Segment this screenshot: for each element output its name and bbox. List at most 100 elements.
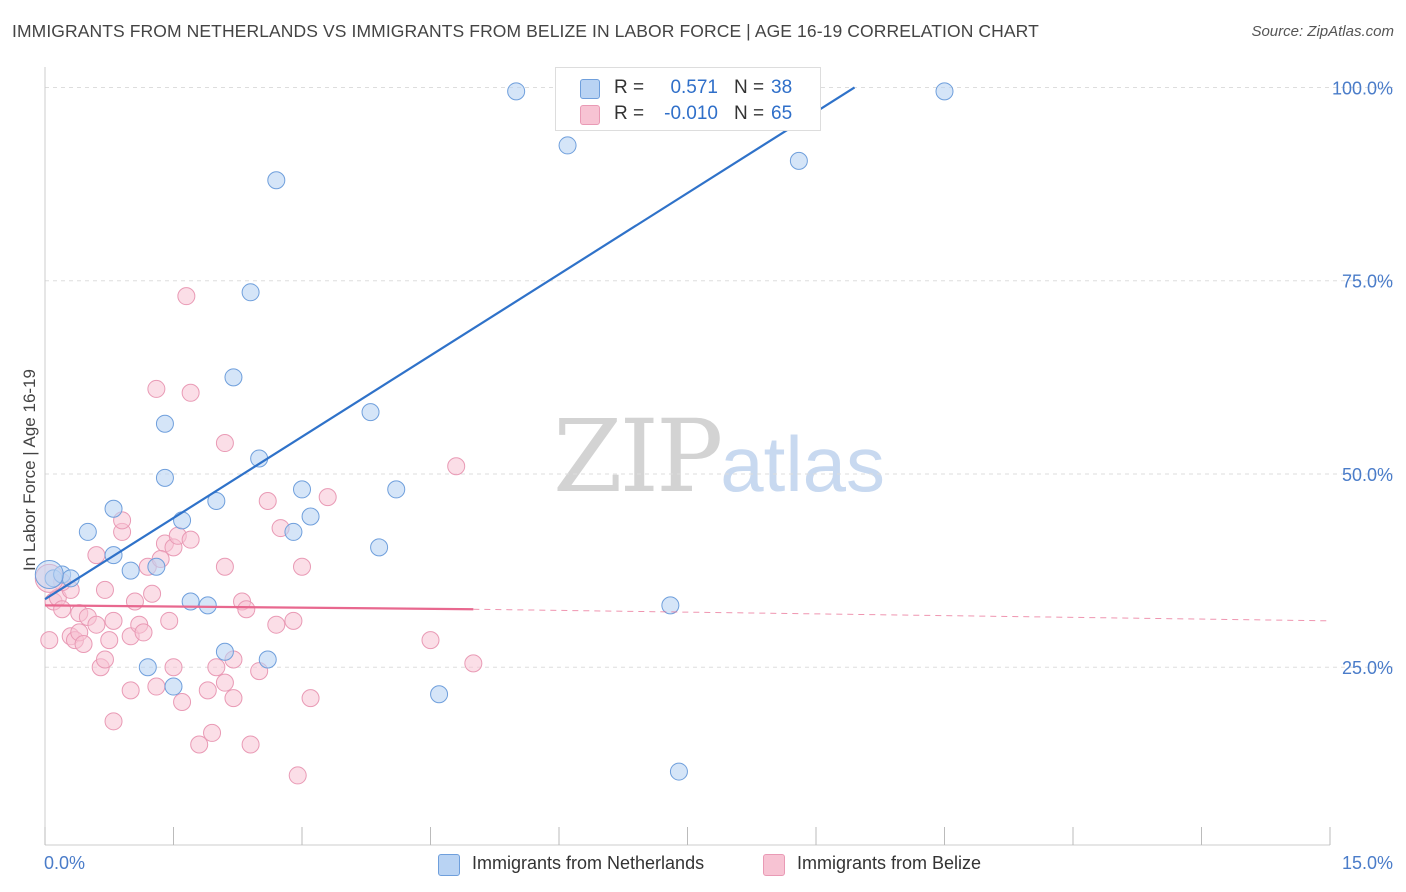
belize-point (447, 457, 466, 476)
belize-point (198, 681, 217, 700)
netherlands-point (361, 403, 380, 422)
belize-point (215, 557, 234, 576)
belize-point (207, 658, 226, 677)
belize-point (284, 611, 303, 630)
netherlands-point (104, 499, 123, 518)
belize-point (173, 692, 192, 711)
y-tick-label: 100.0% (1332, 78, 1393, 98)
belize-point (121, 681, 140, 700)
belize-point (203, 723, 222, 742)
netherlands-trendline (44, 86, 856, 601)
belize-point (147, 379, 166, 398)
legend-row-belize: R = -0.010 N = 65 (556, 101, 820, 127)
netherlands-point (155, 414, 174, 433)
belize-point (40, 631, 59, 650)
netherlands-point (558, 136, 577, 155)
belize-point (95, 580, 114, 599)
netherlands-point (507, 82, 526, 101)
netherlands-point (34, 559, 64, 589)
correlation-legend: R = 0.571 N = 38 R = -0.010 N = 65 (555, 67, 821, 131)
netherlands-point (78, 522, 97, 541)
y-tick-label: 75.0% (1342, 272, 1393, 292)
netherlands-point (198, 596, 217, 615)
netherlands-point (215, 642, 234, 661)
belize-point (301, 689, 320, 708)
netherlands-legend-swatch (438, 854, 460, 876)
watermark-atlas: atlas (720, 420, 886, 508)
belize-point (224, 689, 243, 708)
belize-point (125, 592, 144, 611)
netherlands-point (387, 480, 406, 499)
belize-point (241, 735, 260, 754)
belize-point (95, 650, 114, 669)
belize-point (267, 615, 286, 634)
netherlands-point (138, 658, 157, 677)
netherlands-point (284, 522, 303, 541)
grid-layer (45, 86, 1395, 668)
belize-trendline-extension (473, 608, 1331, 622)
r-value: -0.010 (664, 103, 718, 124)
netherlands-swatch (580, 79, 600, 99)
belize-point (87, 615, 106, 634)
netherlands-point (789, 151, 808, 170)
watermark-zip: ZIP (553, 398, 723, 515)
belize-point (293, 557, 311, 576)
trend-layer (44, 86, 1331, 622)
belize-point (104, 611, 123, 630)
netherlands-legend-label: Immigrants from Netherlands (472, 853, 705, 873)
chart-title: IMMIGRANTS FROM NETHERLANDS VS IMMIGRANT… (12, 21, 1039, 41)
x-tick-label-min: 0.0% (44, 853, 85, 873)
netherlands-point (267, 171, 286, 190)
r-label: R = (614, 77, 645, 98)
netherlands-point (370, 538, 389, 557)
belize-point (143, 584, 162, 603)
netherlands-point (173, 511, 192, 530)
netherlands-point (669, 762, 688, 781)
belize-legend-label: Immigrants from Belize (797, 853, 982, 873)
belize-point (237, 600, 256, 619)
belize-point (134, 623, 153, 642)
netherlands-point (935, 82, 954, 101)
belize-point (181, 383, 200, 402)
y-tick-label: 25.0% (1342, 658, 1393, 678)
label-layer: 25.0% 50.0% 75.0% 100.0% 0.0% 15.0% (44, 78, 1393, 873)
netherlands-point (121, 561, 140, 580)
belize-point (160, 611, 179, 630)
axis-layer (44, 67, 1331, 846)
belize-legend-swatch (763, 854, 785, 876)
zipatlas-watermark: ZIPatlas (553, 398, 885, 515)
n-value: 38 (771, 77, 793, 98)
netherlands-point (301, 507, 320, 526)
netherlands-point (207, 492, 226, 511)
netherlands-points (34, 82, 954, 781)
legend-row-netherlands: R = 0.571 N = 38 (556, 75, 820, 101)
belize-point (288, 766, 307, 785)
belize-point (258, 492, 277, 511)
n-label: N = (734, 103, 765, 124)
netherlands-point (241, 283, 260, 302)
netherlands-point (164, 677, 183, 696)
y-axis-label: In Labor Force | Age 16-19 (20, 369, 39, 571)
netherlands-point (293, 480, 311, 499)
belize-point (215, 673, 234, 692)
n-value: 65 (771, 103, 793, 124)
belize-point (100, 631, 119, 650)
belize-trendline (44, 604, 474, 611)
belize-point (215, 434, 234, 453)
belize-point (53, 600, 72, 619)
belize-point (164, 658, 183, 677)
netherlands-point (155, 468, 174, 487)
netherlands-point (147, 557, 166, 576)
n-label: N = (734, 77, 765, 98)
belize-point (147, 677, 166, 696)
belize-point (74, 635, 93, 654)
netherlands-point (258, 650, 277, 669)
belize-swatch (580, 105, 600, 125)
belize-point (190, 735, 209, 754)
belize-point (87, 546, 106, 565)
belize-point (464, 654, 483, 673)
netherlands-point (661, 596, 680, 615)
belize-point (421, 631, 440, 650)
y-tick-label: 50.0% (1342, 465, 1393, 485)
